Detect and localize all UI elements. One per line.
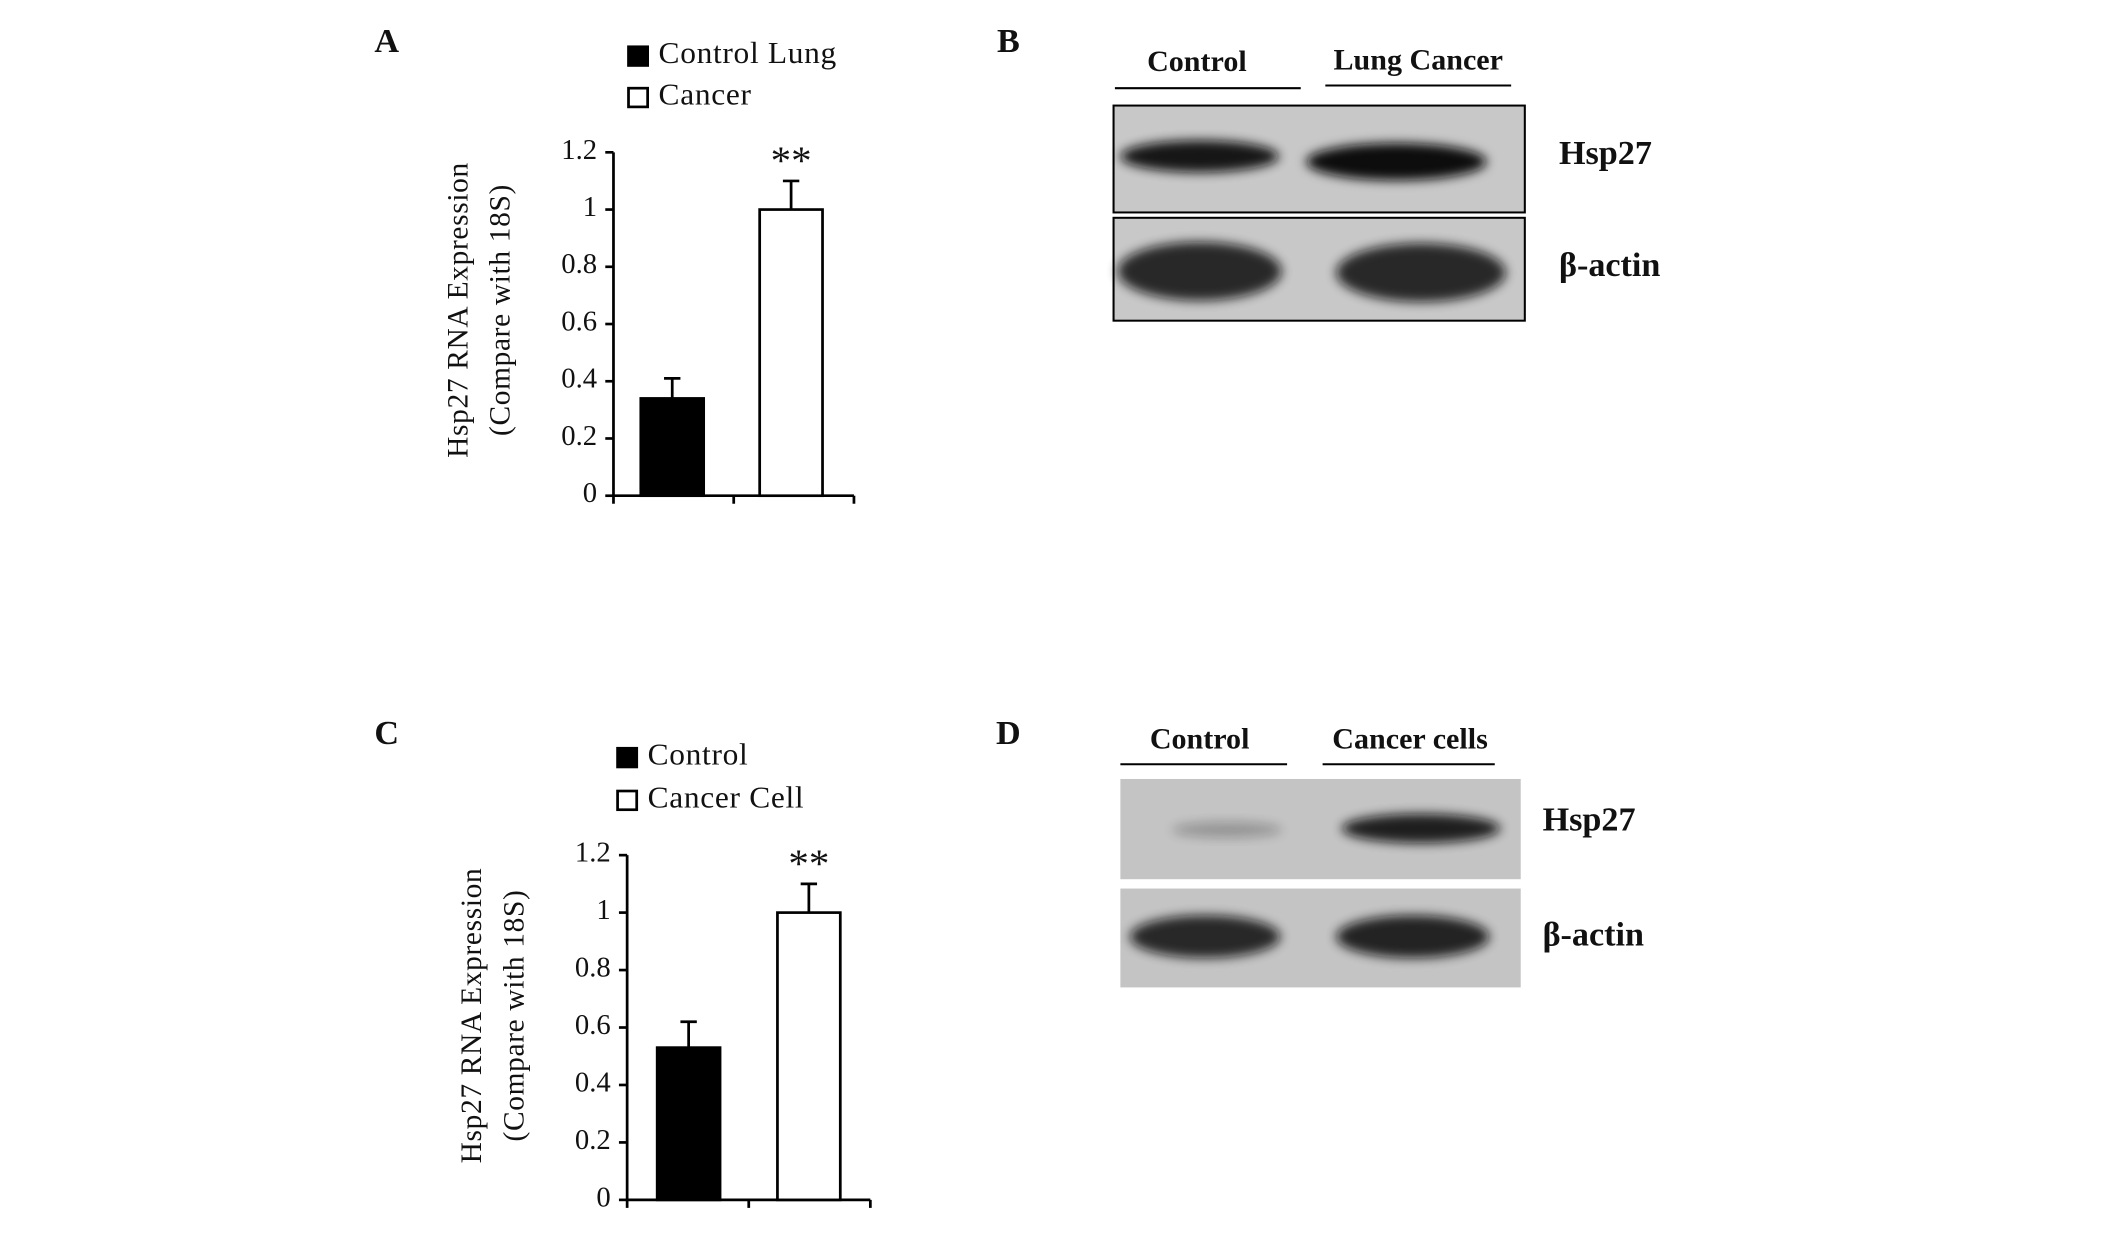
bar [758,208,824,498]
blot-band [1341,813,1501,844]
legend-swatch [616,746,639,769]
blot-band [1336,243,1506,302]
lane-label: Control [1147,46,1247,78]
legend-label: Control Lung [659,35,837,70]
bar [776,911,842,1202]
y-tick-label: 0.8 [575,953,611,984]
blot-band [1117,241,1282,301]
legend-swatch [627,86,650,109]
y-axis-label: Hsp27 RNA Expression [442,162,474,458]
bar [639,397,706,498]
legend-label: Control [648,737,749,772]
y-tick-label: 1 [596,895,610,926]
y-axis-label: (Compare with 18S) [484,184,516,436]
lane-label: Lung Cancer [1334,45,1503,77]
legend-swatch [616,789,639,812]
band-label: Hsp27 [1543,802,1636,839]
y-tick-label: 0.6 [575,1010,611,1041]
panel-letter: A [374,23,399,60]
band-label: β-actin [1543,917,1645,954]
lane-label: Control [1150,724,1250,756]
panel-letter: D [996,715,1021,752]
y-axis-label: Hsp27 RNA Expression [456,868,488,1164]
band-label: β-actin [1559,248,1661,285]
y-tick-label: 0 [583,478,597,509]
significance: ** [771,139,812,183]
lane-label: Cancer cells [1332,724,1487,756]
y-axis-label: (Compare with 18S) [498,889,530,1141]
significance: ** [788,841,829,885]
blot-band [1336,915,1490,959]
legend-swatch [627,45,650,67]
y-tick-label: 1 [583,192,597,223]
band-label: Hsp27 [1559,135,1652,172]
legend-label: Cancer Cell [648,780,805,815]
y-tick-label: 0.4 [561,364,597,395]
y-tick-label: 0.4 [575,1068,611,1099]
panel-letter: C [374,715,399,752]
y-tick-label: 1.2 [561,135,597,166]
blot-band [1129,915,1281,959]
blot-band [1120,140,1279,173]
bar [655,1046,722,1202]
y-tick-label: 0.2 [561,421,597,452]
y-tick-label: 0 [596,1183,610,1214]
legend-label: Cancer [659,77,752,112]
y-tick-label: 0.6 [561,307,597,338]
panel-letter: B [997,23,1020,60]
y-tick-label: 0.8 [561,250,597,281]
blot-band [1306,142,1487,181]
y-tick-label: 0.2 [575,1125,611,1156]
blot-band [1172,821,1282,838]
y-tick-label: 1.2 [575,838,611,869]
